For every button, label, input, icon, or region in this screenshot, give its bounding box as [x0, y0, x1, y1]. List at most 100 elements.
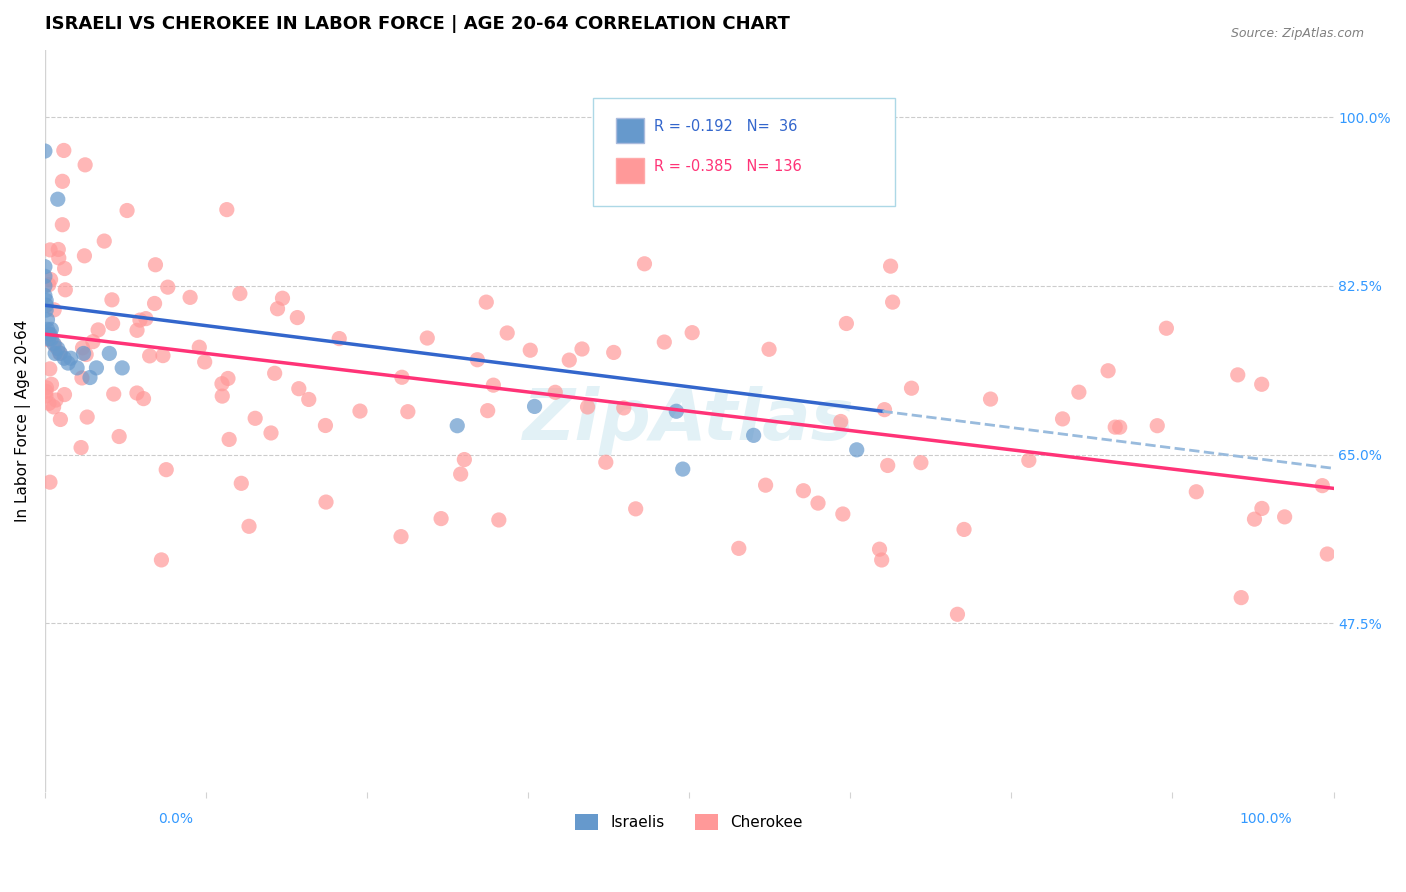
Point [35, 384, 58, 399]
Point [396, 405, 419, 419]
Point [138, 349, 160, 363]
Point [44, 302, 66, 317]
Point [38, 332, 60, 346]
FancyBboxPatch shape [592, 98, 896, 206]
Point [34, 288, 56, 302]
Point [613, 401, 636, 415]
Point [870, 553, 893, 567]
Point [66, 360, 89, 375]
Point [41, 377, 63, 392]
Point [39, 327, 62, 342]
Point [93, 234, 115, 248]
Point [34, 260, 56, 274]
Point [544, 385, 567, 400]
Point [430, 511, 453, 525]
Text: R = -0.192   N=  36: R = -0.192 N= 36 [654, 119, 797, 134]
Point [665, 404, 688, 418]
Point [869, 542, 891, 557]
Point [882, 295, 904, 310]
Point [34, 144, 56, 158]
Point [44, 338, 66, 352]
Bar [616, 118, 644, 144]
Point [53, 283, 76, 297]
Point [672, 462, 695, 476]
Point [46, 243, 69, 257]
Point [876, 458, 898, 473]
Point [742, 428, 765, 442]
Point [35, 389, 58, 403]
Point [46, 192, 69, 206]
Point [103, 387, 125, 401]
Point [98, 346, 121, 360]
Point [328, 332, 350, 346]
Point [792, 483, 814, 498]
Point [488, 513, 510, 527]
Point [35, 381, 58, 395]
Point [82, 334, 104, 349]
Point [143, 296, 166, 310]
Point [41, 332, 63, 346]
Point [145, 258, 167, 272]
Point [1251, 501, 1274, 516]
Point [558, 353, 581, 368]
Point [72, 341, 94, 355]
Point [53, 351, 76, 366]
Bar [616, 158, 644, 184]
Point [38, 396, 60, 410]
Point [125, 386, 148, 401]
Point [111, 360, 134, 375]
Point [152, 349, 174, 363]
Point [44, 346, 66, 360]
Point [211, 376, 233, 391]
Point [727, 541, 749, 556]
Point [59, 351, 82, 366]
Point [38, 277, 60, 292]
Point [879, 259, 901, 273]
Point [42, 400, 65, 414]
Point [465, 352, 488, 367]
Point [115, 203, 138, 218]
Point [37, 322, 59, 336]
Point [211, 389, 233, 403]
Point [477, 403, 499, 417]
Point [830, 415, 852, 429]
Point [53, 261, 76, 276]
Point [108, 429, 131, 443]
Point [1310, 478, 1333, 492]
Point [831, 507, 853, 521]
Point [482, 378, 505, 392]
Point [73, 249, 96, 263]
Point [446, 418, 468, 433]
Text: Source: ZipAtlas.com: Source: ZipAtlas.com [1230, 27, 1364, 40]
Point [51, 218, 73, 232]
Point [1108, 420, 1130, 434]
Point [39, 272, 62, 286]
Point [48, 251, 70, 265]
Point [910, 456, 932, 470]
Point [125, 323, 148, 337]
Point [156, 280, 179, 294]
Point [1052, 412, 1074, 426]
Point [953, 523, 976, 537]
Point [496, 326, 519, 340]
Point [231, 476, 253, 491]
Text: R = -0.385   N= 136: R = -0.385 N= 136 [654, 159, 803, 174]
Point [37, 312, 59, 326]
Point [1146, 418, 1168, 433]
Point [51, 174, 73, 188]
Point [576, 400, 599, 414]
Point [39, 243, 62, 257]
Point [155, 463, 177, 477]
Point [271, 291, 294, 305]
Point [217, 371, 239, 385]
Point [288, 382, 311, 396]
Point [49, 412, 72, 426]
Point [53, 387, 76, 401]
Point [633, 257, 655, 271]
Point [1226, 368, 1249, 382]
Point [70, 441, 93, 455]
Point [1250, 377, 1272, 392]
Point [243, 411, 266, 425]
Y-axis label: In Labor Force | Age 20-64: In Labor Force | Age 20-64 [15, 319, 31, 522]
Point [38, 327, 60, 342]
